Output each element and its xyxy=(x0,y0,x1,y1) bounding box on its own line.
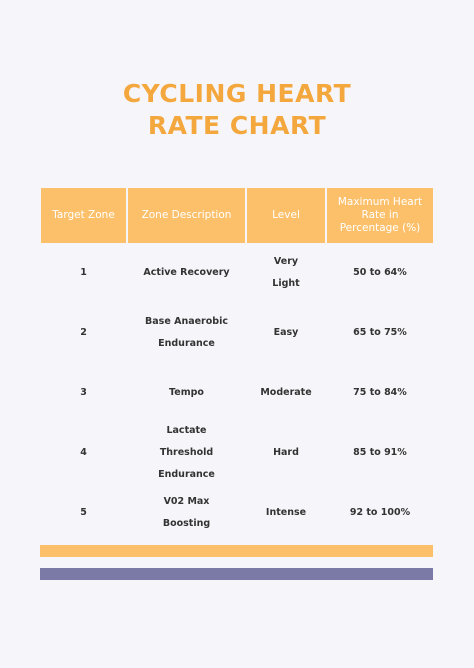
title-line: CYCLING HEART xyxy=(122,79,352,108)
table-cell: 1 xyxy=(80,267,87,278)
header-row: Target Zone Zone Description Level Maximum … xyxy=(41,188,433,243)
table-cell: 4 xyxy=(80,447,87,458)
table-row: 2 Base Anaerobic Endurance Easy 65 to 75% xyxy=(41,303,433,363)
table-cell: 75 to 84% xyxy=(353,387,407,398)
table-cell: 92 to 100% xyxy=(349,507,411,518)
table-cell: Hard xyxy=(273,447,299,458)
table-row: 3 Tempo Moderate 75 to 84% xyxy=(41,363,433,423)
table-row: 4 Lactate Threshold Endurance Hard 85 to 91… xyxy=(41,423,433,483)
header-cell: Maximum Heart Rate in Percentage (%) xyxy=(327,188,433,243)
table-cell: 5 xyxy=(80,507,87,518)
table-cell: 2 xyxy=(80,327,87,338)
table-cell: Intense xyxy=(265,507,307,518)
table-cell: V02 Max Boosting xyxy=(162,496,211,529)
table-cell: 3 xyxy=(80,387,87,398)
table-cell: Very Light xyxy=(272,256,300,289)
table-cell: Moderate xyxy=(260,387,312,398)
table-cell: 50 to 64% xyxy=(353,267,407,278)
header-cell: Target Zone xyxy=(41,188,126,243)
table-cell: Tempo xyxy=(169,387,204,398)
table-row: 1 Active Recovery Very Light 50 to 64% xyxy=(41,243,433,303)
orange-stripe xyxy=(40,545,433,557)
table-row: 5 V02 Max Boosting Intense 92 to 100% xyxy=(41,483,433,543)
table-cell: 85 to 91% xyxy=(353,447,407,458)
title-line: RATE CHART xyxy=(147,111,327,140)
table-cell: Base Anaerobic Endurance xyxy=(145,316,228,349)
table-cell: Easy xyxy=(273,327,299,338)
table: Target Zone Zone Description Level Maximum … xyxy=(41,188,433,543)
title: CYCLING HEART RATE CHART xyxy=(0,78,474,142)
table-cell: 65 to 75% xyxy=(353,327,407,338)
header-cell: Zone Description xyxy=(128,188,245,243)
purple-stripe xyxy=(40,568,433,580)
table-cell: Lactate Threshold Endurance xyxy=(158,425,215,480)
table-cell: Active Recovery xyxy=(143,267,230,278)
header-cell: Level xyxy=(247,188,325,243)
